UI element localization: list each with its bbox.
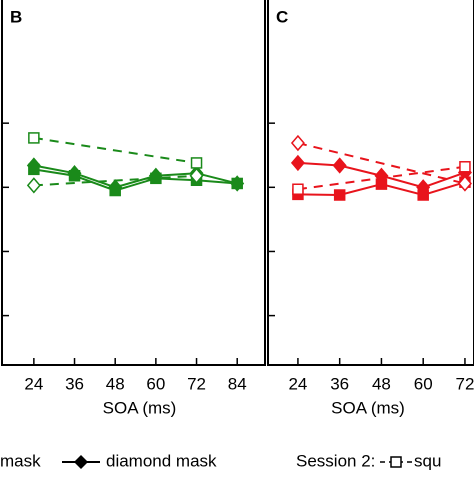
x-axis-label: SOA (ms) <box>331 398 405 417</box>
x-tick-label: 48 <box>106 374 125 393</box>
x-axis-label: SOA (ms) <box>103 398 177 417</box>
legend-label: diamond mask <box>106 451 217 470</box>
marker <box>189 167 204 184</box>
panel-label: B <box>10 7 22 26</box>
legend-label: mask <box>0 451 41 470</box>
marker <box>230 175 245 192</box>
series-line <box>297 165 466 191</box>
legend: mask diamond mask Session 2: squ <box>0 451 441 470</box>
marker <box>290 134 305 152</box>
series-line <box>33 174 197 187</box>
series-line <box>33 136 197 164</box>
x-tick-label: 60 <box>146 374 165 393</box>
marker <box>457 175 472 192</box>
marker <box>459 161 471 173</box>
marker <box>108 179 123 196</box>
x-tick-label: 24 <box>24 374 43 393</box>
legend-marker <box>74 455 88 469</box>
x-tick-label: 60 <box>414 374 433 393</box>
marker <box>332 157 347 174</box>
x-tick-label: 72 <box>187 374 206 393</box>
panel: C 24 36 48 60 72 SOA (ms) <box>267 0 474 417</box>
x-tick-label: 48 <box>372 374 391 393</box>
marker <box>290 154 305 172</box>
marker <box>28 132 40 144</box>
plot-frame <box>1 0 266 366</box>
panel-label: C <box>276 7 288 26</box>
x-tick-label: 72 <box>455 374 474 393</box>
x-tick-label: 36 <box>65 374 84 393</box>
legend-marker <box>390 456 402 468</box>
marker <box>26 157 41 174</box>
series-line <box>33 164 238 189</box>
panel: B 24 36 48 60 72 84 SOA (ms) <box>1 0 266 417</box>
x-tick-label: 36 <box>330 374 349 393</box>
marker <box>417 189 429 201</box>
marker <box>375 178 388 190</box>
x-tick-label: 24 <box>288 374 307 393</box>
series-line <box>297 142 466 185</box>
marker <box>26 177 41 194</box>
legend-label: squ <box>414 451 441 470</box>
plot-frame <box>267 0 474 366</box>
marker <box>67 165 82 182</box>
series-line <box>33 168 238 192</box>
marker <box>333 189 346 201</box>
marker <box>292 183 304 195</box>
x-tick-label: 84 <box>228 374 247 393</box>
legend-label: Session 2: <box>296 451 375 470</box>
marker <box>190 157 203 169</box>
